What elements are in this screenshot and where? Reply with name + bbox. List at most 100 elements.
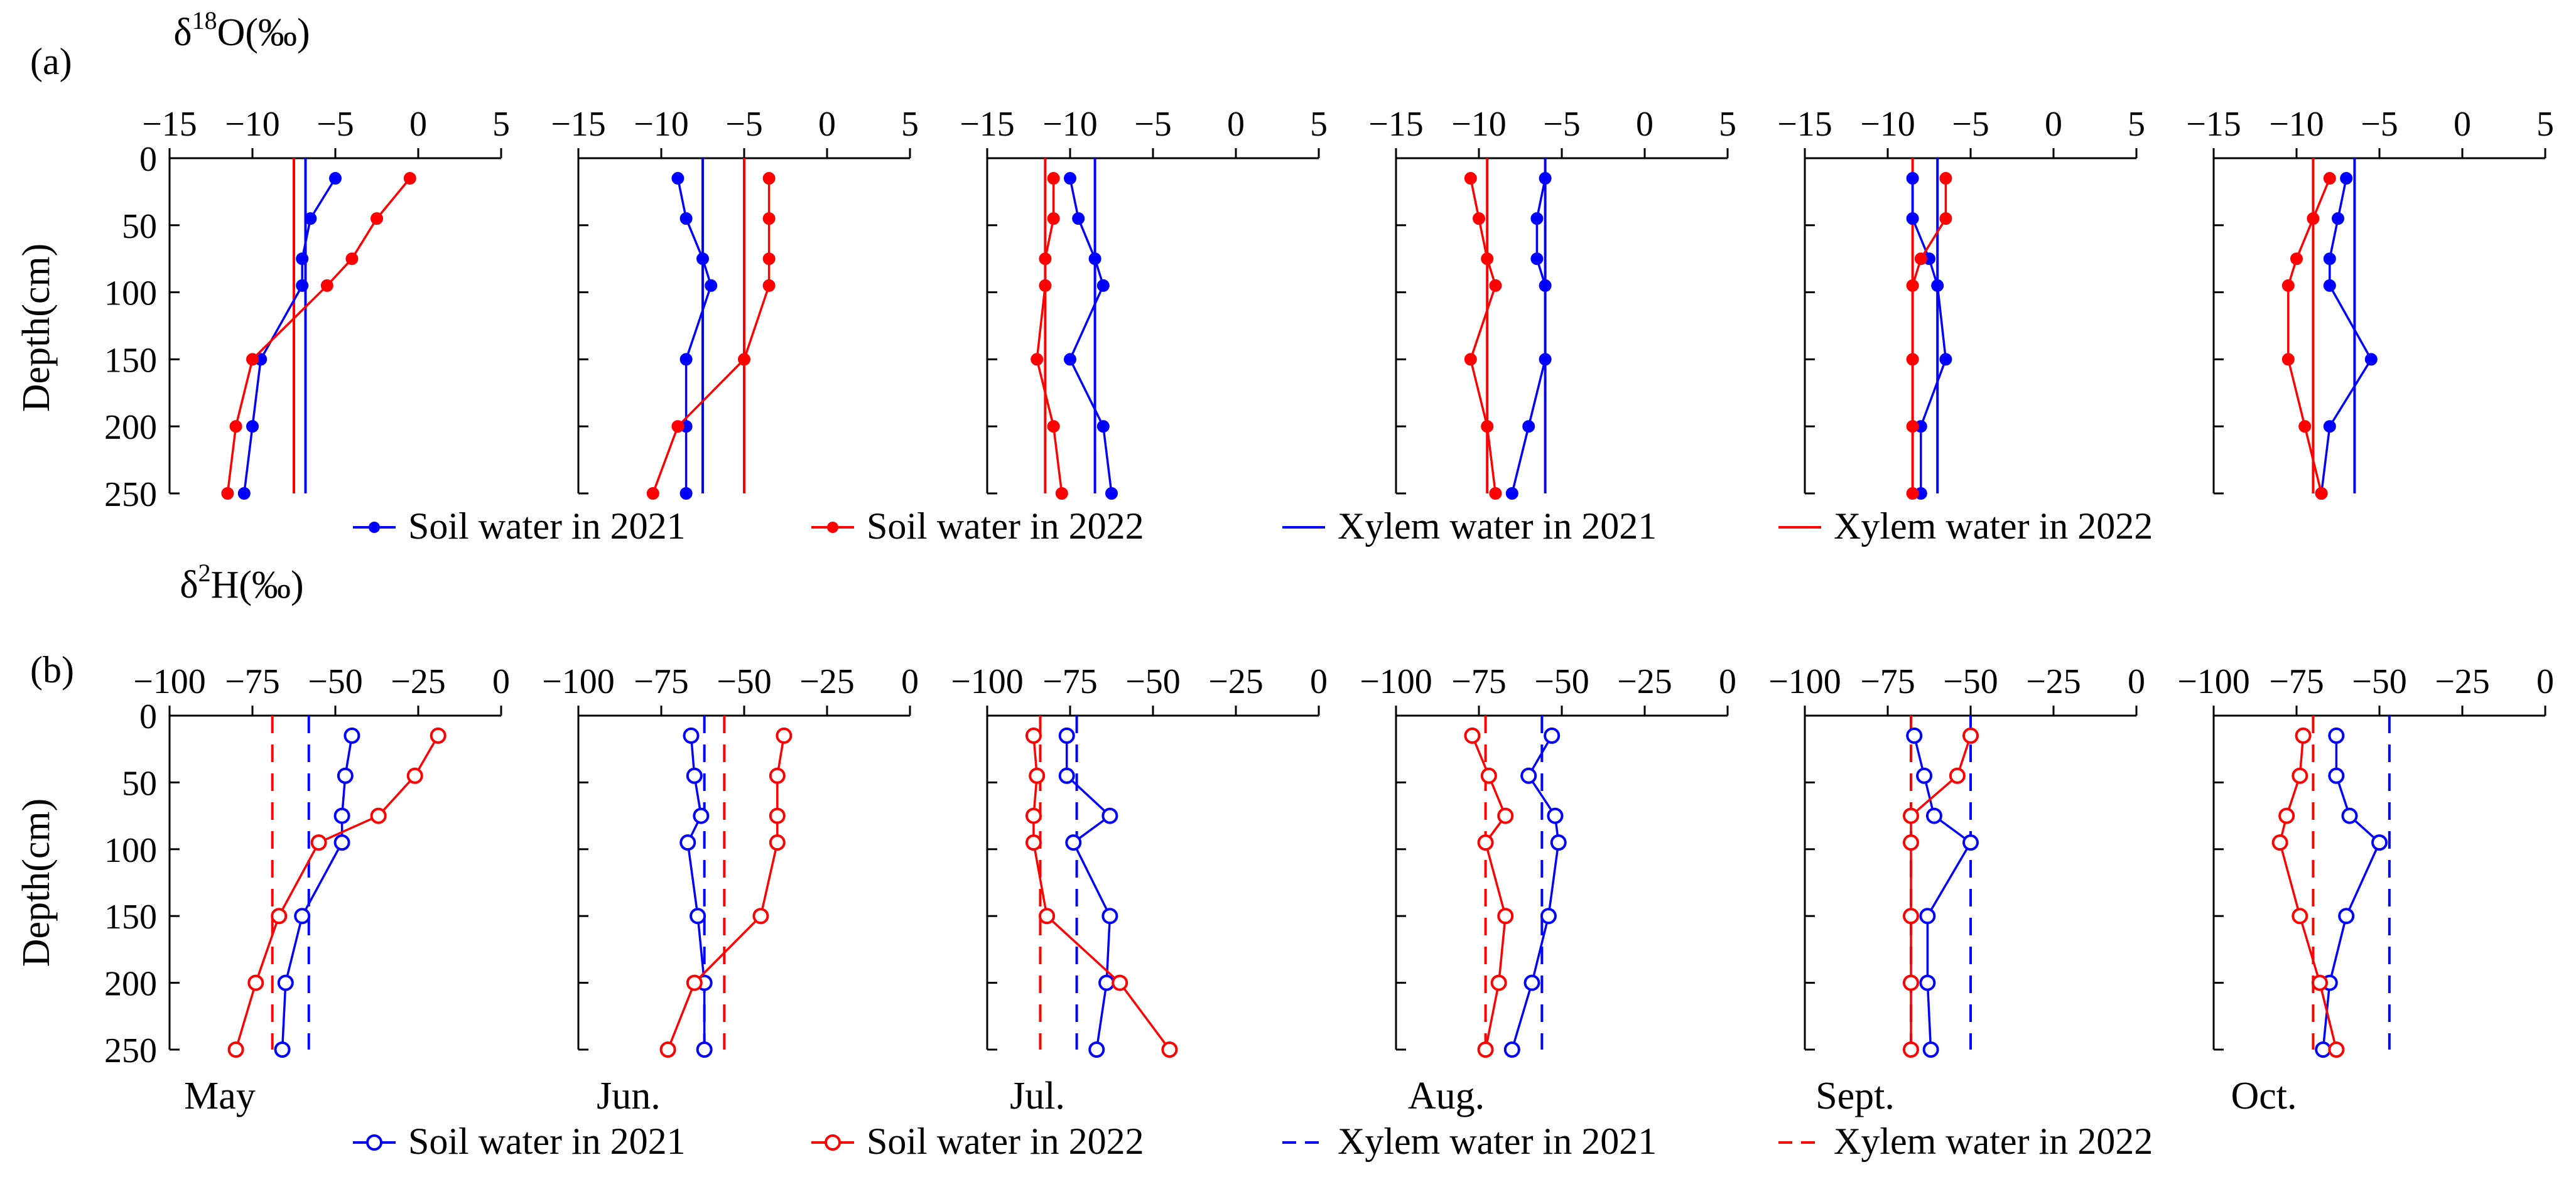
soil-2021-point: [693, 807, 710, 824]
soil-2022-line: [666, 735, 786, 1050]
soil-2022-point: [769, 767, 786, 784]
soil-2021-point: [1503, 1041, 1520, 1058]
soil-2022-point: [1497, 807, 1514, 824]
soil-2022-point: [1939, 172, 1952, 185]
subplot-a-2: −15 −10 −5 0 5: [551, 105, 919, 500]
soil-2021-point: [1101, 908, 1118, 925]
soil-2022-point: [1481, 252, 1494, 266]
soil-2021-point: [1539, 279, 1552, 292]
x-tick-label: −75: [1042, 662, 1098, 701]
soil-2022-point: [2278, 807, 2295, 824]
legend-a: Soil water in 2021 Soil water in 2022 Xyle…: [353, 505, 2153, 547]
soil-2022-point: [1473, 212, 1485, 225]
x-tick-label: −50: [2352, 662, 2407, 701]
y-axis-title-b: Depth(cm): [15, 798, 58, 967]
x-tick-label: 0: [1636, 105, 1653, 144]
soil-2021-point: [1919, 974, 1936, 991]
x-tick-label: −100: [133, 662, 206, 701]
soil-2021-point: [2323, 279, 2336, 292]
soil-2022-line: [652, 178, 771, 494]
x-tick-label: 5: [1310, 105, 1328, 144]
x-tick-label: −10: [225, 105, 280, 144]
soil-2022-point: [2311, 974, 2328, 991]
soil-2022-point: [271, 908, 288, 925]
soil-2021-point: [1540, 908, 1557, 925]
soil-2022-point: [1477, 834, 1494, 851]
soil-2022-point: [2290, 252, 2303, 266]
x-tick-label: −25: [391, 662, 446, 701]
x-tick-label: −75: [634, 662, 689, 701]
soil-2022-point: [1906, 487, 1919, 500]
soil-2021-point: [1058, 767, 1075, 784]
soil-2021-point: [2328, 767, 2345, 784]
soil-2021-point: [277, 974, 294, 991]
x-tick-label: 5: [1719, 105, 1736, 144]
soil-2022-point: [1039, 279, 1052, 292]
subplot-a-4: −15 −10 −5 0 5: [1368, 105, 1736, 500]
x-tick-label: −10: [1042, 105, 1098, 144]
x-tick-label: −10: [1451, 105, 1507, 144]
soil-2021-point: [296, 279, 309, 292]
soil-2021-point: [1530, 252, 1544, 266]
x-axis-title-b: δ2H(‰): [180, 559, 303, 606]
soil-2021-point: [679, 487, 693, 500]
soil-2022-point: [1112, 974, 1128, 991]
soil-2022-point: [2315, 487, 2328, 500]
soil-2021-point: [1072, 212, 1085, 225]
month-label: Sept.: [1816, 1075, 1895, 1117]
subplot-b-1: −100 −75 −50 −25 0 0 50 100 150 200 250 May: [104, 662, 510, 1117]
legend-label: Soil water in 2021: [408, 505, 686, 547]
x-tick-label: 0: [2454, 105, 2471, 144]
x-tick-label: −5: [725, 105, 763, 144]
soil-2022-point: [1902, 908, 1919, 925]
x-tick-label: −10: [2269, 105, 2324, 144]
soil-2022-point: [2298, 420, 2312, 433]
x-tick-label: 0: [818, 105, 836, 144]
x-tick-label: 0: [492, 662, 510, 701]
soil-2022-point: [2292, 767, 2308, 784]
month-label: May: [184, 1075, 256, 1117]
soil-2021-point: [1922, 1041, 1939, 1058]
x-tick-label: −5: [1543, 105, 1581, 144]
soil-2021-line: [676, 178, 713, 493]
y-tick-label: 150: [104, 898, 157, 937]
soil-2021-point: [1064, 353, 1076, 366]
subplot-b-3: −100 −75 −50 −25 0 Jul.: [951, 662, 1328, 1117]
legend-label: Xylem water in 2021: [1338, 505, 1657, 547]
soil-2022-line: [226, 177, 411, 494]
soil-2022-point: [371, 212, 383, 225]
soil-2022-point: [1039, 908, 1056, 925]
soil-2021-point: [679, 834, 696, 851]
x-tick-label: 0: [2128, 662, 2145, 701]
x-tick-label: −5: [1134, 105, 1172, 144]
soil-2022-point: [769, 807, 786, 824]
soil-2021-point: [1547, 807, 1564, 824]
soil-2021-line: [2322, 735, 2381, 1050]
soil-2022-point: [2281, 353, 2295, 366]
soil-2022-point: [1025, 834, 1042, 851]
x-tick-label: −25: [1617, 662, 1672, 701]
soil-2021-point: [274, 1041, 291, 1058]
soil-2022-point: [221, 487, 234, 500]
soil-2021-point: [1064, 172, 1076, 185]
subplot-a-3: −15 −10 −5 0 5: [960, 105, 1328, 500]
x-tick-label: −75: [1860, 662, 1915, 701]
soil-2021-point: [1550, 834, 1567, 851]
soil-2021-point: [1088, 252, 1101, 266]
soil-2021-point: [1522, 420, 1535, 433]
legend-item: Soil water in 2022: [811, 505, 1144, 547]
soil-2021-line: [243, 178, 337, 494]
soil-2022-point: [769, 834, 786, 851]
x-tick-label: −50: [1125, 662, 1181, 701]
panel-label-a: (a): [30, 41, 72, 82]
soil-2021-point: [333, 834, 350, 851]
x-tick-label: −15: [1368, 105, 1424, 144]
soil-2022-point: [1464, 727, 1481, 744]
x-tick-label: −15: [551, 105, 606, 144]
soil-2022-point: [1939, 212, 1952, 225]
x-tick-label: −50: [1943, 662, 1998, 701]
legend-label: Xylem water in 2022: [1834, 1121, 2153, 1162]
y-tick-label: 50: [122, 207, 157, 246]
soil-2021-line: [1511, 735, 1560, 1050]
